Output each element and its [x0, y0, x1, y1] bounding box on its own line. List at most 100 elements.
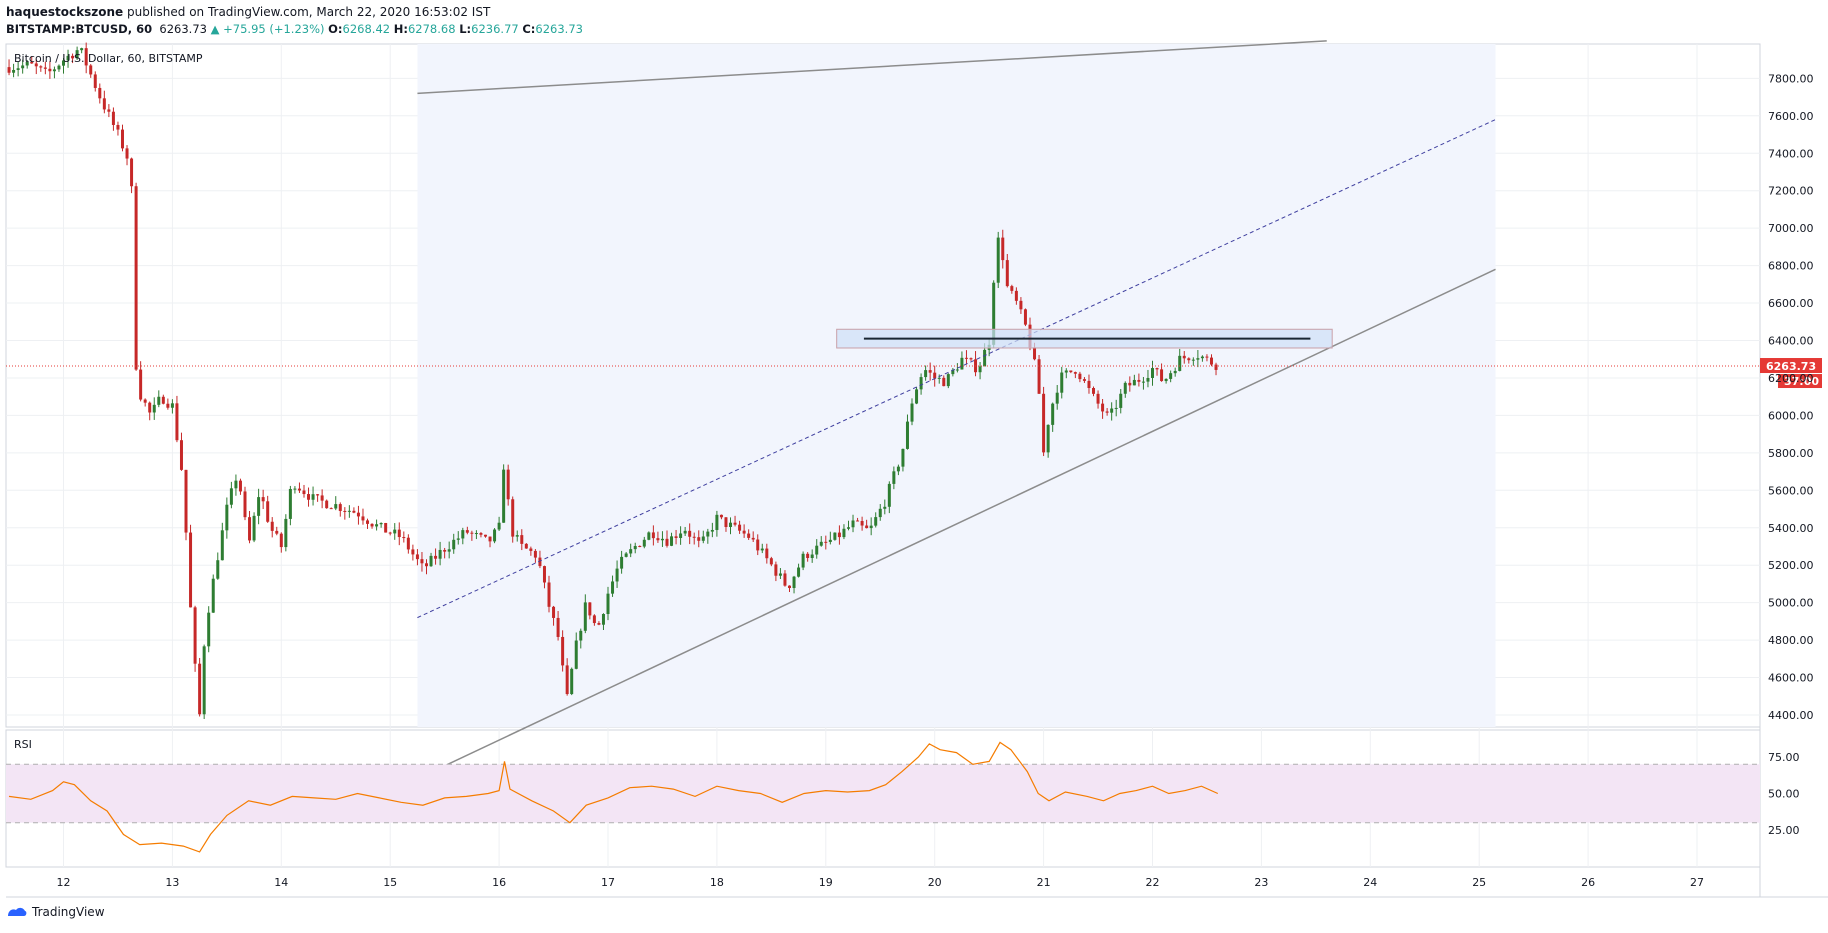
- candle-body: [1069, 370, 1073, 373]
- candle-body: [1187, 358, 1191, 361]
- candle-body: [620, 556, 624, 569]
- price-tick-label: 7200.00: [1768, 185, 1814, 198]
- candle-body: [1042, 393, 1046, 453]
- candle-body: [719, 514, 723, 518]
- candle-body: [706, 531, 710, 537]
- symbol-ohlc-line: BITSTAMP:BTCUSD, 60 6263.73 ▲ +75.95 (+1…: [6, 22, 583, 36]
- candle-body: [905, 421, 909, 449]
- candle-body: [483, 534, 487, 537]
- candle-body: [329, 508, 333, 510]
- candle-body: [874, 517, 878, 526]
- candlestick-series: [7, 42, 1218, 720]
- candle-body: [955, 369, 959, 371]
- candle-body: [202, 646, 206, 715]
- candle-body: [1110, 408, 1114, 413]
- candle-body: [506, 469, 510, 500]
- candle-body: [951, 369, 955, 375]
- candle-body: [1014, 290, 1018, 301]
- candle-body: [656, 538, 660, 541]
- candle-body: [992, 282, 996, 345]
- candle-body: [447, 549, 451, 552]
- price-tick-label: 6400.00: [1768, 335, 1814, 348]
- candle-body: [1064, 370, 1068, 373]
- candle-body: [52, 69, 56, 72]
- legend-title: Bitcoin / U.S. Dollar, 60, BITSTAMP: [14, 52, 203, 65]
- candle-body: [797, 567, 801, 577]
- candle-body: [438, 549, 442, 559]
- candle-body: [915, 389, 919, 404]
- candle-body: [1055, 392, 1059, 404]
- price-tick-label: 6600.00: [1768, 297, 1814, 310]
- candle-body: [66, 55, 70, 61]
- candle-body: [1033, 347, 1037, 360]
- price-tick-label: 5000.00: [1768, 597, 1814, 610]
- candle-body: [411, 549, 415, 555]
- tradingview-brand[interactable]: TradingView: [6, 905, 105, 919]
- candle-body: [1087, 380, 1091, 389]
- candle-body: [819, 541, 823, 546]
- candle-body: [470, 532, 474, 534]
- candle-body: [211, 578, 215, 613]
- publisher-name[interactable]: haquestockszone: [6, 5, 124, 19]
- candle-body: [574, 640, 578, 669]
- candle-body: [638, 545, 642, 547]
- candle-body: [474, 533, 478, 535]
- candle-body: [606, 593, 610, 615]
- candle-body: [243, 491, 247, 518]
- candle-body: [429, 555, 433, 567]
- candle-body: [842, 528, 846, 538]
- candle-body: [688, 530, 692, 537]
- candle-body: [189, 532, 193, 608]
- candle-body: [660, 538, 664, 541]
- candle-body: [924, 370, 928, 378]
- candle-body: [1114, 407, 1118, 409]
- candle-body: [248, 517, 252, 541]
- candle-body: [1205, 356, 1209, 358]
- candle-body: [320, 495, 324, 501]
- candle-body: [366, 520, 370, 524]
- price-tick-label: 6200.00: [1768, 372, 1814, 385]
- candle-body: [1178, 355, 1182, 371]
- candle-body: [325, 500, 329, 509]
- candle-body: [724, 517, 728, 528]
- price-tick-label: 5400.00: [1768, 522, 1814, 535]
- time-tick-label: 27: [1690, 876, 1704, 889]
- candle-body: [30, 61, 34, 64]
- candle-body: [266, 501, 270, 522]
- low-label: L:: [459, 22, 472, 36]
- published-text: published on TradingView.com, March 22, …: [127, 5, 491, 19]
- candle-body: [601, 614, 605, 625]
- candle-body: [919, 377, 923, 390]
- time-tick-label: 23: [1254, 876, 1268, 889]
- candle-body: [756, 539, 760, 551]
- candle-body: [1010, 286, 1014, 291]
- candle-body: [1191, 359, 1195, 361]
- candle-body: [937, 377, 941, 379]
- time-tick-label: 19: [819, 876, 833, 889]
- candle-body: [806, 553, 810, 559]
- rsi-pane: [6, 741, 1760, 853]
- candle-body: [488, 536, 492, 542]
- candle-body: [397, 529, 401, 538]
- candle-body: [89, 65, 93, 75]
- candle-body: [370, 523, 374, 527]
- candle-body: [1019, 300, 1023, 310]
- candle-body: [34, 63, 38, 67]
- candle-body: [515, 535, 519, 537]
- time-tick-label: 21: [1037, 876, 1051, 889]
- countdown-text: 37:00: [1784, 375, 1819, 388]
- candle-body: [229, 488, 233, 505]
- footer-brand-label: TradingView: [32, 905, 105, 919]
- last-price-value: 6263.73: [159, 22, 207, 36]
- candle-body: [946, 374, 950, 387]
- candle-body: [733, 522, 737, 525]
- candle-body: [184, 469, 188, 533]
- rsi-tick-label: 25.00: [1768, 824, 1800, 837]
- candle-body: [7, 67, 11, 73]
- rsi-tick-label: 75.00: [1768, 751, 1800, 764]
- candle-body: [1146, 377, 1150, 382]
- candle-body: [738, 524, 742, 531]
- candle-body: [665, 538, 669, 546]
- price-change: +75.95 (+1.23%): [223, 22, 325, 36]
